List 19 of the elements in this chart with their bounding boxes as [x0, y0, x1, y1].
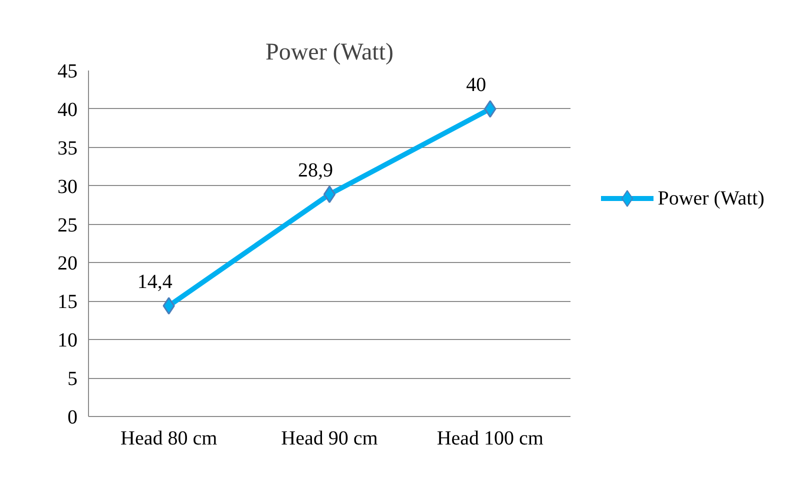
y-tick-label: 5 [68, 368, 78, 390]
data-label: 28,9 [298, 159, 333, 182]
y-tick-label: 15 [58, 291, 78, 314]
y-tick-label: 0 [68, 406, 78, 428]
y-tick-label: 10 [58, 330, 78, 352]
y-tick-label: 40 [58, 98, 78, 121]
y-tick-label: 30 [58, 176, 78, 198]
data-label: 14,4 [137, 270, 172, 293]
x-tick-label: Head 100 cm [436, 428, 544, 450]
point [323, 186, 336, 204]
y-tick-label: 20 [58, 252, 78, 275]
y-tick-label: 35 [58, 137, 78, 160]
data-label: 40 [466, 74, 486, 96]
legend-label: Power (Watt) [658, 188, 764, 210]
x-tick-label: Head 80 cm [120, 428, 218, 450]
x-tick-label: Head 90 cm [281, 428, 378, 450]
y-tick-label: 45 [58, 60, 78, 82]
y-tick-label: 25 [58, 214, 78, 236]
chart-title: Power (Watt) [265, 40, 394, 66]
